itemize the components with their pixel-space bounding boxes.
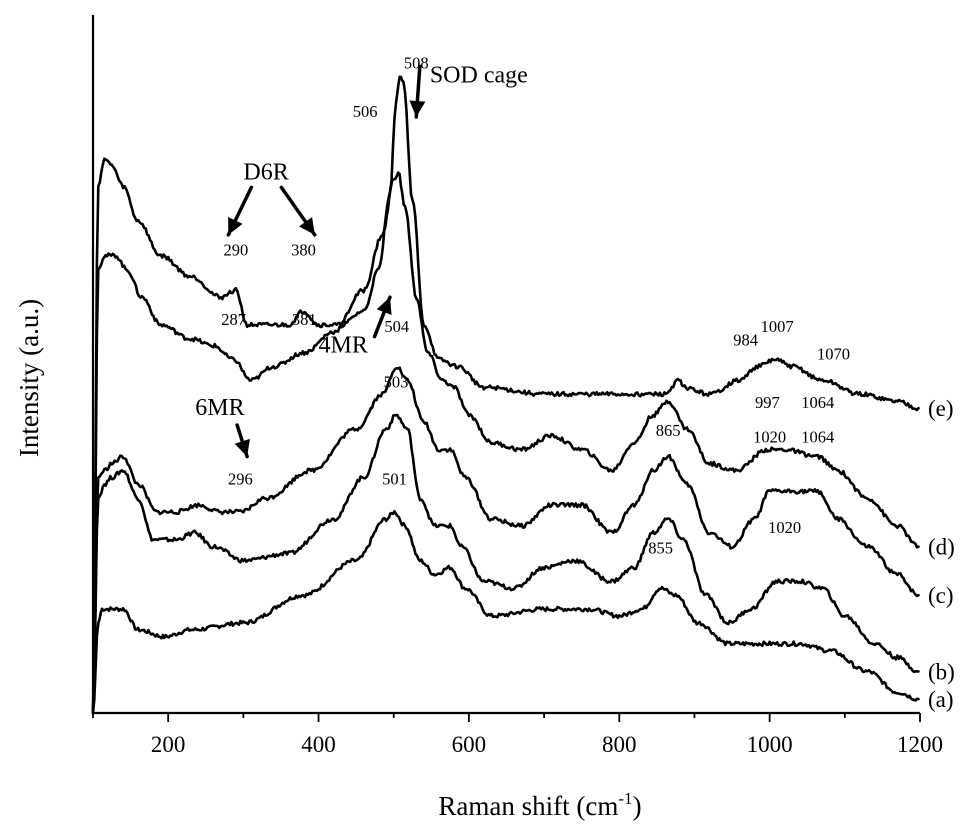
annotation-sod-cage: SOD cage <box>430 62 528 88</box>
axes: 200 400 600 800 1000 1200 <box>91 15 943 757</box>
peak-label-865: 865 <box>656 421 681 440</box>
curves <box>91 75 920 715</box>
curve-c <box>91 366 920 715</box>
peak-label-290: 290 <box>223 241 248 260</box>
x-tick-label-1200: 1200 <box>897 732 943 757</box>
peak-label-1007: 1007 <box>761 317 794 336</box>
annotation-arrow-6mr-head <box>234 438 250 457</box>
peak-label-503: 503 <box>384 372 409 391</box>
peak-label-508: 508 <box>404 54 429 73</box>
peak-label-997: 997 <box>755 393 780 412</box>
x-tick-label-200: 200 <box>151 732 186 757</box>
annotation-arrow-4mr-head <box>376 297 392 316</box>
curve-label-c: (c) <box>928 583 954 608</box>
curve-a <box>91 510 920 715</box>
curve-e <box>91 75 920 715</box>
annotation-arrow-sod-cage-head <box>409 100 426 118</box>
x-axis-title-close: ) <box>633 791 642 821</box>
curve-label-d: (d) <box>928 535 955 560</box>
x-axis-title-main: Raman shift (cm <box>438 791 618 821</box>
annotation-4mr: 4MR <box>319 333 368 359</box>
y-axis-title: Intensity (a.u.) <box>14 299 44 457</box>
peak-label-501: 501 <box>382 469 407 488</box>
peak-label-1020: 1020 <box>768 518 801 537</box>
annotations: SOD cage D6R 4MR 6MR <box>195 62 528 459</box>
peak-label-984: 984 <box>733 331 758 350</box>
curve-label-e: (e) <box>928 396 954 421</box>
x-axis-title: Raman shift (cm-1) <box>438 789 641 821</box>
peak-label-1070: 1070 <box>817 345 850 364</box>
peak-labels: (a) (b) (c) (d) (e) 501 855 1020 503 865 1020 1064 2… <box>221 54 955 713</box>
peak-label-1064: 1064 <box>801 428 834 447</box>
x-axis-title-sup: -1 <box>618 789 632 808</box>
curve-label-a: (a) <box>928 687 954 712</box>
peak-label-287: 287 <box>221 310 246 329</box>
annotation-d6r: D6R <box>243 159 288 185</box>
peak-label-506: 506 <box>353 102 378 121</box>
annotation-arrow-d6r-0-head <box>228 216 243 235</box>
x-tick-label-1000: 1000 <box>747 732 793 757</box>
peak-label-1064: 1064 <box>801 393 834 412</box>
peak-label-1020: 1020 <box>753 428 786 447</box>
curve-d <box>91 171 920 715</box>
curve-b <box>91 413 920 715</box>
annotation-arrow-d6r-1-head <box>299 217 315 235</box>
peak-label-380: 380 <box>291 241 316 260</box>
x-tick-label-600: 600 <box>452 732 487 757</box>
peak-label-381: 381 <box>292 310 317 329</box>
peak-label-504: 504 <box>384 317 409 336</box>
x-tick-label-800: 800 <box>602 732 637 757</box>
annotation-6mr: 6MR <box>195 395 244 421</box>
peak-label-296: 296 <box>228 469 253 488</box>
curve-label-b: (b) <box>928 659 955 684</box>
peak-label-855: 855 <box>648 539 673 558</box>
x-tick-label-400: 400 <box>301 732 336 757</box>
